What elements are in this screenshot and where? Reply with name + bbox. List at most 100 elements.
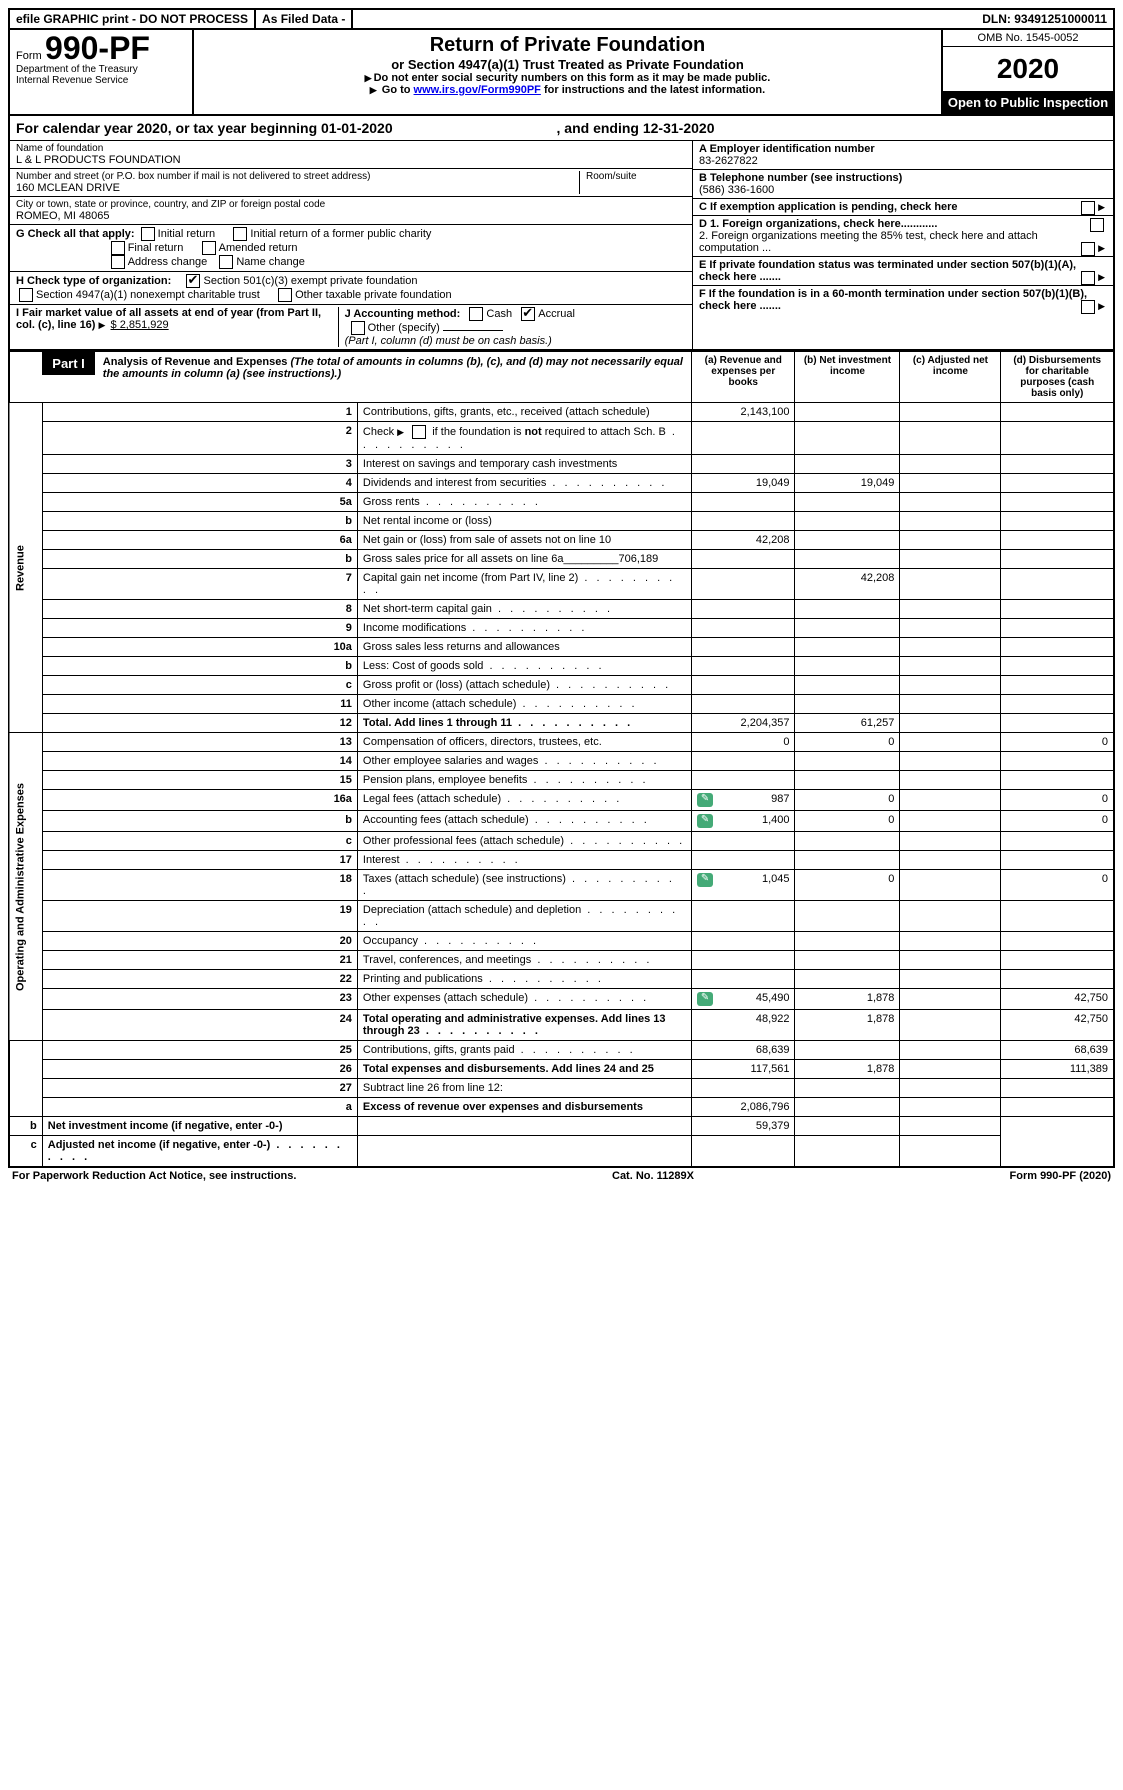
amount-cell xyxy=(900,676,1001,695)
attachment-icon[interactable]: ✎ xyxy=(697,814,713,828)
attachment-icon[interactable]: ✎ xyxy=(697,992,713,1006)
checkbox-foreign-org[interactable] xyxy=(1090,218,1104,232)
checkbox-schb[interactable] xyxy=(412,425,426,439)
amount-cell xyxy=(900,870,1001,901)
row-number: 14 xyxy=(42,752,357,771)
header-left: Form 990-PF Department of the Treasury I… xyxy=(10,30,194,114)
amount-cell xyxy=(900,1060,1001,1079)
table-row: 24Total operating and administrative exp… xyxy=(9,1010,1114,1041)
checkbox-other-method[interactable] xyxy=(351,321,365,335)
street-cell: Number and street (or P.O. box number if… xyxy=(10,169,692,197)
amount-cell xyxy=(795,1098,900,1117)
instr-2: Go to www.irs.gov/Form990PF for instruct… xyxy=(198,84,937,96)
irs-link[interactable]: www.irs.gov/Form990PF xyxy=(414,84,541,96)
amount-cell xyxy=(1001,403,1114,422)
table-row: 6aNet gain or (loss) from sale of assets… xyxy=(9,531,1114,550)
checkbox-501c3[interactable] xyxy=(186,274,200,288)
row-number: 10a xyxy=(42,638,357,657)
amount-cell xyxy=(692,619,795,638)
checkbox-cash[interactable] xyxy=(469,307,483,321)
amount-cell xyxy=(900,901,1001,932)
checkbox-amended[interactable] xyxy=(202,241,216,255)
amount-cell xyxy=(900,932,1001,951)
city: ROMEO, MI 48065 xyxy=(16,210,686,222)
table-row: 9Income modifications xyxy=(9,619,1114,638)
amount-cell: 19,049 xyxy=(795,474,900,493)
amount-cell: ✎1,400 xyxy=(692,811,795,832)
row-description: Other expenses (attach schedule) xyxy=(357,989,691,1010)
amount-cell xyxy=(795,1117,900,1136)
amount-cell xyxy=(1001,951,1114,970)
row-description: Other professional fees (attach schedule… xyxy=(357,832,691,851)
row-number: 6a xyxy=(42,531,357,550)
table-row: 8Net short-term capital gain xyxy=(9,600,1114,619)
row-number: b xyxy=(42,512,357,531)
row-description: Legal fees (attach schedule) xyxy=(357,790,691,811)
checkbox-4947a1[interactable] xyxy=(19,288,33,302)
row-number: c xyxy=(42,832,357,851)
amount-cell xyxy=(1001,1098,1114,1117)
table-row: cOther professional fees (attach schedul… xyxy=(9,832,1114,851)
checkbox-final-return[interactable] xyxy=(111,241,125,255)
amount-cell xyxy=(1001,657,1114,676)
amount-cell xyxy=(900,851,1001,870)
checkbox-terminated[interactable] xyxy=(1081,271,1095,285)
foundation-name-cell: Name of foundation L & L PRODUCTS FOUNDA… xyxy=(10,141,692,169)
form-header: Form 990-PF Department of the Treasury I… xyxy=(8,30,1115,116)
amount-cell xyxy=(692,851,795,870)
row-description: Net rental income or (loss) xyxy=(357,512,691,531)
checkbox-initial-return[interactable] xyxy=(141,227,155,241)
row-description: Other employee salaries and wages xyxy=(357,752,691,771)
footer-mid: Cat. No. 11289X xyxy=(612,1170,694,1182)
row-number: 7 xyxy=(42,569,357,600)
amount-cell: 68,639 xyxy=(692,1041,795,1060)
checkbox-85pct[interactable] xyxy=(1081,242,1095,256)
open-public: Open to Public Inspection xyxy=(943,91,1113,114)
checkbox-accrual[interactable] xyxy=(521,307,535,321)
table-row: 27Subtract line 26 from line 12: xyxy=(9,1079,1114,1098)
amount-cell xyxy=(1001,493,1114,512)
amount-cell xyxy=(900,1117,1001,1136)
row-number: 3 xyxy=(42,455,357,474)
amount-cell xyxy=(692,901,795,932)
row-description: Printing and publications xyxy=(357,970,691,989)
header-right: OMB No. 1545-0052 2020 Open to Public In… xyxy=(941,30,1113,114)
amount-cell xyxy=(795,901,900,932)
amount-cell xyxy=(900,951,1001,970)
amount-cell: 2,086,796 xyxy=(692,1098,795,1117)
checkbox-name-change[interactable] xyxy=(219,255,233,269)
amount-cell xyxy=(692,1079,795,1098)
amount-cell xyxy=(692,932,795,951)
row-number: 22 xyxy=(42,970,357,989)
amount-cell xyxy=(692,951,795,970)
amount-cell: 59,379 xyxy=(692,1117,795,1136)
checkbox-address-change[interactable] xyxy=(111,255,125,269)
row-number: 26 xyxy=(42,1060,357,1079)
amount-cell xyxy=(692,1136,795,1168)
attachment-icon[interactable]: ✎ xyxy=(697,793,713,807)
checkbox-other-taxable[interactable] xyxy=(278,288,292,302)
row-number: 9 xyxy=(42,619,357,638)
table-row: 4Dividends and interest from securities1… xyxy=(9,474,1114,493)
amount-cell xyxy=(900,403,1001,422)
amount-cell xyxy=(1001,619,1114,638)
amount-cell xyxy=(900,1079,1001,1098)
amount-cell xyxy=(692,638,795,657)
checkbox-exemption-pending[interactable] xyxy=(1081,201,1095,215)
part1-desc: Analysis of Revenue and Expenses (The to… xyxy=(95,352,691,384)
checkbox-60month[interactable] xyxy=(1081,300,1095,314)
row-number: c xyxy=(42,676,357,695)
amount-cell xyxy=(900,493,1001,512)
amount-cell xyxy=(795,951,900,970)
expenses-side-label: Operating and Administrative Expenses xyxy=(9,733,42,1041)
amount-cell xyxy=(795,970,900,989)
amount-cell xyxy=(795,512,900,531)
attachment-icon[interactable]: ✎ xyxy=(697,873,713,887)
amount-cell xyxy=(795,403,900,422)
amount-cell: 0 xyxy=(1001,733,1114,752)
checkbox-initial-former[interactable] xyxy=(233,227,247,241)
dept: Department of the Treasury xyxy=(16,64,186,75)
amount-cell xyxy=(795,932,900,951)
amount-cell xyxy=(692,455,795,474)
row-description: Net gain or (loss) from sale of assets n… xyxy=(357,531,691,550)
